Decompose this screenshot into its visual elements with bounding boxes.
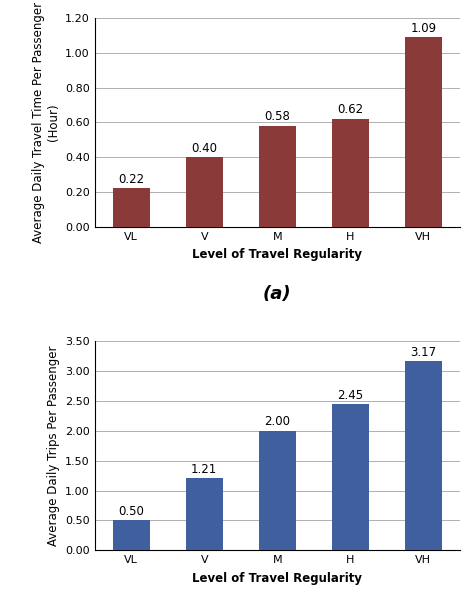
Bar [405, 361, 441, 550]
Text: 0.40: 0.40 [191, 142, 217, 154]
Bar [259, 126, 296, 227]
Text: 1.09: 1.09 [410, 22, 437, 35]
Y-axis label: Average Daily Travel Time Per Passenger
(Hour): Average Daily Travel Time Per Passenger … [32, 2, 60, 243]
Text: 0.62: 0.62 [337, 103, 364, 117]
X-axis label: Level of Travel Regularity: Level of Travel Regularity [192, 248, 362, 261]
Bar [186, 157, 223, 227]
X-axis label: Level of Travel Regularity: Level of Travel Regularity [192, 572, 362, 585]
Text: 0.58: 0.58 [264, 110, 290, 123]
Text: 3.17: 3.17 [410, 346, 437, 359]
Bar [332, 119, 368, 227]
Text: 0.22: 0.22 [118, 173, 145, 186]
Bar [113, 188, 149, 227]
Text: 2.45: 2.45 [337, 389, 364, 401]
Text: (a): (a) [263, 285, 292, 303]
Bar [259, 431, 296, 550]
Text: 2.00: 2.00 [264, 416, 290, 428]
Text: 1.21: 1.21 [191, 462, 218, 475]
Bar [332, 404, 368, 550]
Text: 0.50: 0.50 [118, 505, 144, 518]
Bar [186, 478, 223, 550]
Bar [405, 37, 441, 227]
Y-axis label: Average Daily Trips Per Passenger: Average Daily Trips Per Passenger [46, 346, 60, 546]
Bar [113, 520, 149, 550]
